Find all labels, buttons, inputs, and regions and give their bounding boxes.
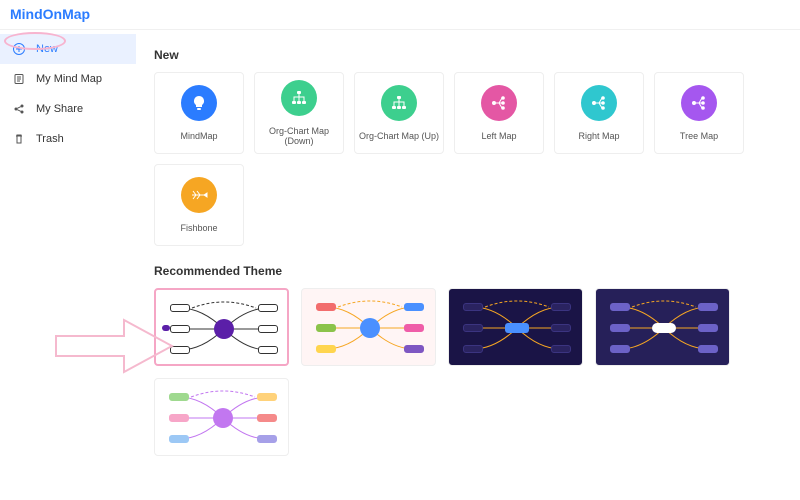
template-card[interactable]: MindMap	[154, 72, 244, 154]
template-label: Right Map	[574, 131, 623, 141]
template-icon	[481, 85, 517, 121]
template-icon	[281, 80, 317, 116]
theme-grid	[154, 288, 780, 366]
header: MindOnMap	[0, 0, 800, 30]
sidebar: New My Mind Map My Share Trash	[0, 30, 136, 500]
template-icon	[581, 85, 617, 121]
theme-card[interactable]	[595, 288, 730, 366]
sidebar-item-myshare[interactable]: My Share	[0, 94, 136, 124]
template-card[interactable]: Right Map	[554, 72, 644, 154]
template-icon	[681, 85, 717, 121]
template-icon	[181, 85, 217, 121]
template-label: Org-Chart Map (Up)	[355, 131, 443, 141]
main-content: New MindMap Org-Chart Map (Down) Org-Chart…	[136, 30, 800, 500]
sidebar-label: My Mind Map	[36, 73, 102, 85]
template-label: Tree Map	[676, 131, 722, 141]
template-label: MindMap	[176, 131, 221, 141]
theme-card[interactable]	[154, 288, 289, 366]
trash-icon	[12, 132, 26, 146]
theme-card[interactable]	[448, 288, 583, 366]
template-card[interactable]: Left Map	[454, 72, 544, 154]
theme-card[interactable]	[301, 288, 436, 366]
logo-mark: M	[10, 6, 22, 22]
sidebar-item-new[interactable]: New	[0, 34, 136, 64]
plus-circle-icon	[12, 42, 26, 56]
sidebar-label: My Share	[36, 103, 83, 115]
app-logo: MindOnMap	[10, 6, 90, 22]
template-icon	[181, 177, 217, 213]
template-card[interactable]: Tree Map	[654, 72, 744, 154]
section-title-new: New	[154, 48, 780, 62]
template-card[interactable]: Org-Chart Map (Down)	[254, 72, 344, 154]
sidebar-label: New	[36, 43, 58, 55]
template-label: Org-Chart Map (Down)	[255, 126, 343, 146]
logo-text: indOnMap	[22, 6, 90, 22]
template-icon	[381, 85, 417, 121]
document-icon	[12, 72, 26, 86]
template-grid: MindMap Org-Chart Map (Down) Org-Chart Map…	[154, 72, 780, 246]
template-card[interactable]: Org-Chart Map (Up)	[354, 72, 444, 154]
template-label: Fishbone	[176, 223, 221, 233]
template-label: Left Map	[477, 131, 520, 141]
sidebar-item-trash[interactable]: Trash	[0, 124, 136, 154]
theme-card[interactable]	[154, 378, 289, 456]
sidebar-item-mymap[interactable]: My Mind Map	[0, 64, 136, 94]
section-title-themes: Recommended Theme	[154, 264, 780, 278]
template-card[interactable]: Fishbone	[154, 164, 244, 246]
share-icon	[12, 102, 26, 116]
sidebar-label: Trash	[36, 133, 64, 145]
theme-grid-row2	[154, 378, 780, 456]
